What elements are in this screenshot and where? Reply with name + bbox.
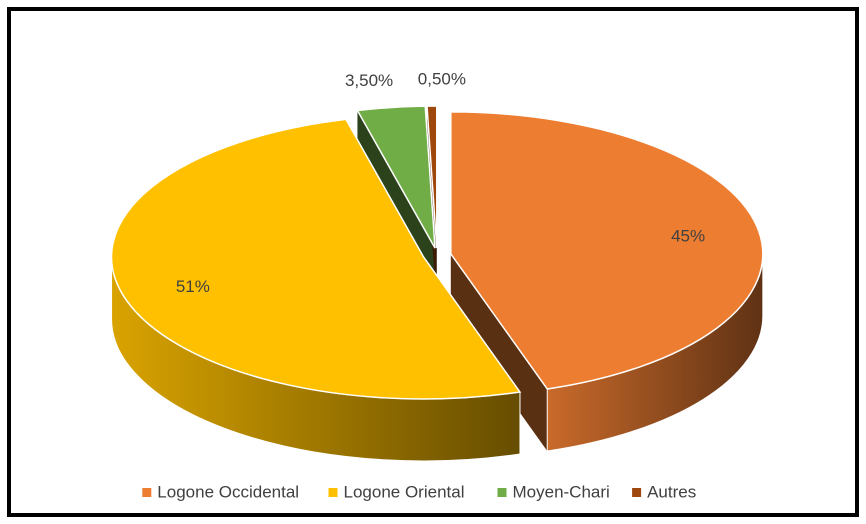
legend-swatch: [632, 488, 642, 497]
slice: [450, 111, 764, 390]
legend-label: Logone Occidental: [157, 482, 299, 501]
data-label: 51%: [176, 277, 210, 296]
legend-label: Moyen-Chari: [513, 482, 610, 501]
slice: [110, 118, 522, 400]
legend-label: Autres: [647, 482, 696, 501]
legend-label: Logone Oriental: [344, 482, 465, 501]
labels: 45% 51% 3,50% 0,50%: [176, 70, 705, 296]
legend-swatch: [328, 488, 338, 497]
data-label: 45%: [671, 226, 705, 245]
slice-cut-face: [450, 253, 548, 451]
legend-swatch: [142, 488, 152, 497]
slice: [356, 105, 436, 249]
legend-swatch: [497, 488, 507, 497]
data-label: 3,50%: [345, 71, 393, 90]
pie-tops: [110, 105, 764, 400]
data-label: 0,50%: [418, 70, 466, 89]
slice: [426, 105, 438, 249]
legend: Logone Occidental Logone Oriental Moyen-Ch…: [142, 482, 696, 501]
